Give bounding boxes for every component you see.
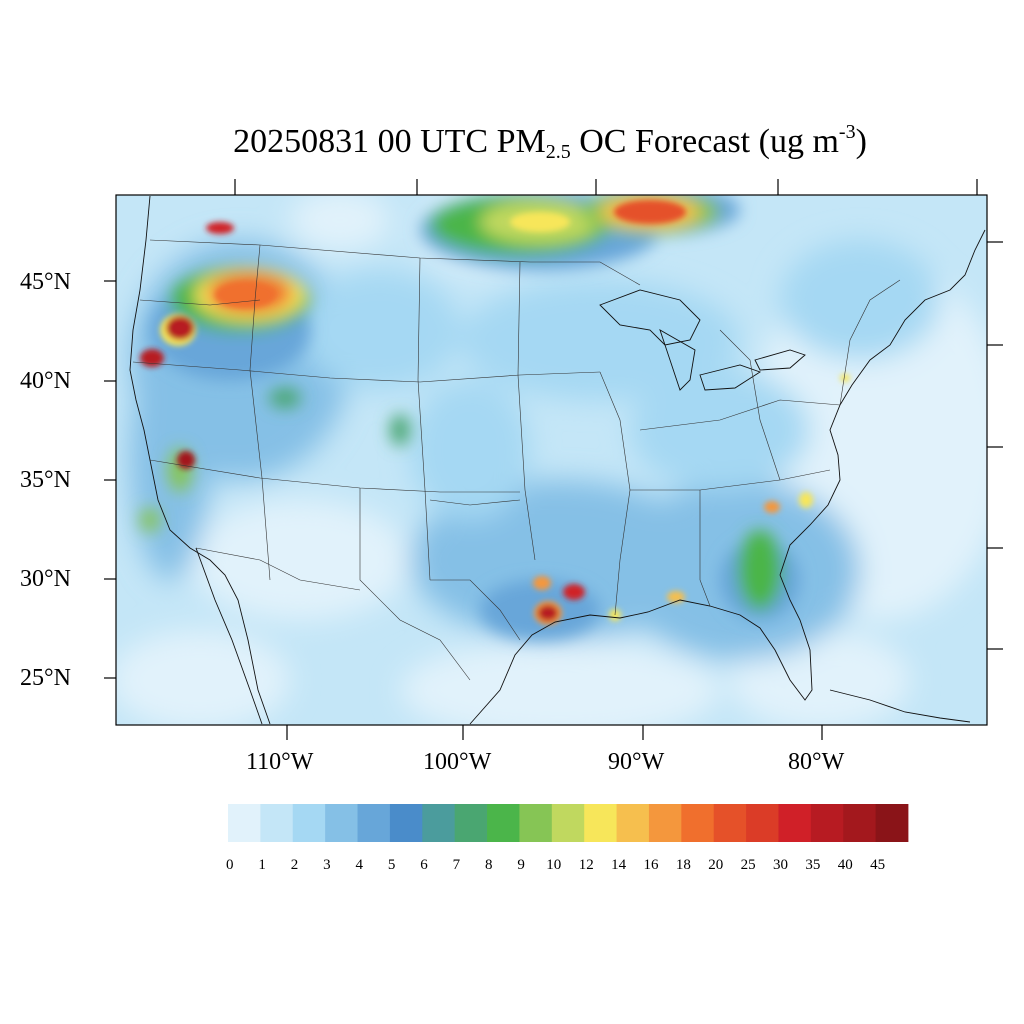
colorbar-swatch (648, 804, 682, 842)
colorbar-label: 35 (805, 857, 821, 873)
colorbar-label: 16 (643, 857, 659, 873)
colorbar-swatch (810, 804, 844, 842)
colorbar-swatch (519, 804, 553, 842)
colorbar-swatch (422, 804, 456, 842)
title-close: ) (855, 123, 867, 160)
lon-label-90w: 90°W (608, 749, 665, 775)
title-subscript: 2.5 (545, 141, 571, 163)
colorbar (228, 804, 909, 842)
colorbar-swatch (875, 804, 909, 842)
colorbar-label: 2 (290, 857, 299, 873)
colorbar-label: 7 (452, 857, 461, 873)
colorbar-swatch (454, 804, 488, 842)
colorbar-swatch (228, 804, 261, 842)
title-superscript: -3 (838, 121, 856, 143)
colorbar-label: 45 (870, 857, 886, 873)
concentration-field (116, 195, 987, 725)
colorbar-label: 5 (387, 857, 396, 873)
colorbar-swatch (357, 804, 391, 842)
colorbar-label: 14 (611, 857, 627, 873)
colorbar-swatch (389, 804, 423, 842)
colorbar-swatch (292, 804, 326, 842)
ticks (104, 179, 1003, 740)
lon-label-100w: 100°W (423, 749, 492, 775)
lat-label-40: 40°N (20, 368, 71, 394)
map-frame (115, 194, 988, 726)
colorbar-swatch (681, 804, 715, 842)
colorbar-swatch (260, 804, 294, 842)
state-boundaries (132, 239, 901, 681)
lat-label-30: 30°N (20, 566, 71, 592)
colorbar-label: 0 (226, 857, 234, 873)
title-datetime: 20250831 00 UTC (233, 123, 489, 160)
colorbar-swatch (843, 804, 877, 842)
title-rest: OC Forecast (ug m (579, 123, 839, 160)
colorbar-label: 6 (420, 857, 428, 873)
colorbar-swatch (487, 804, 520, 842)
colorbar-swatch (616, 804, 650, 842)
lon-label-80w: 80°W (788, 749, 845, 775)
lat-label-25: 25°N (20, 665, 71, 691)
colorbar-label: 4 (355, 857, 364, 873)
colorbar-swatch (778, 804, 812, 842)
colorbar-label: 3 (323, 857, 331, 873)
colorbar-label: 25 (740, 857, 756, 873)
colorbar-swatch (325, 804, 358, 842)
lat-label-45: 45°N (20, 269, 71, 295)
colorbar-swatch (713, 804, 747, 842)
colorbar-label: 18 (675, 857, 691, 873)
coastlines (129, 195, 986, 725)
colorbar-label: 40 (837, 857, 853, 873)
colorbar-swatch (584, 804, 617, 842)
lat-label-35: 35°N (20, 467, 71, 493)
colorbar-swatch (746, 804, 779, 842)
colorbar-label: 9 (517, 857, 525, 873)
colorbar-label: 20 (708, 857, 724, 873)
colorbar-swatch (551, 804, 585, 842)
lon-label-110w: 110°W (246, 749, 314, 775)
colorbar-label: 30 (772, 857, 788, 873)
colorbar-label: 12 (578, 857, 594, 873)
title-variable: PM (496, 123, 546, 160)
page-title: 20250831 00 UTC PM2.5 OC Forecast (ug m-… (0, 122, 1024, 162)
colorbar-label: 1 (258, 857, 266, 873)
colorbar-label: 8 (485, 857, 493, 873)
colorbar-label: 10 (546, 857, 562, 873)
